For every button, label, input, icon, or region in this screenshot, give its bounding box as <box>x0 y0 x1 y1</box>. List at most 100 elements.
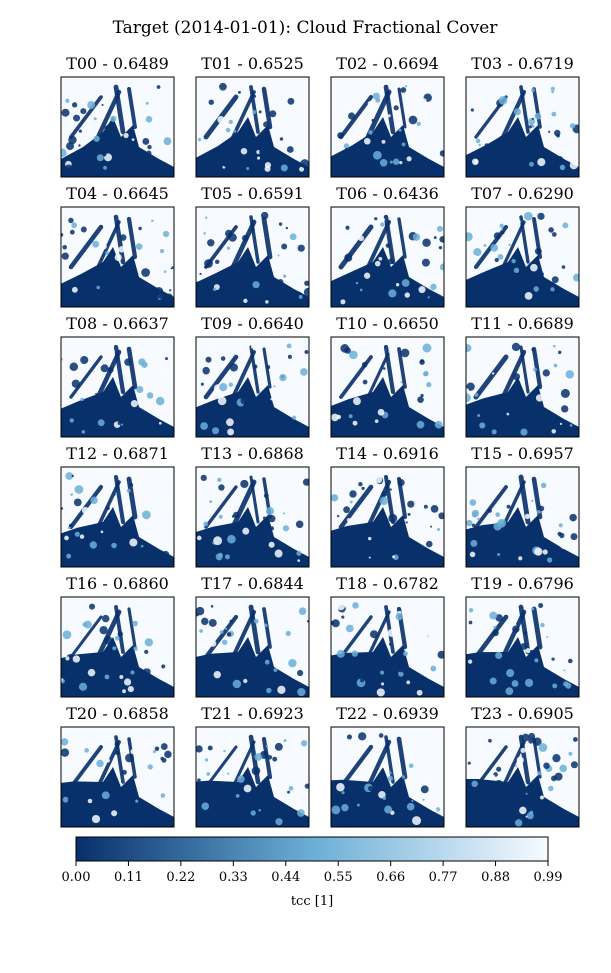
cloud-field <box>331 337 444 437</box>
cloud-field <box>466 207 579 307</box>
panel-frame <box>330 76 445 178</box>
colorbar-label: tcc [1] <box>291 894 333 909</box>
panel-frame <box>465 336 580 438</box>
panel-title: T09 - 0.6640 <box>201 314 304 333</box>
colorbar-gradient <box>75 836 549 862</box>
panel-title: T13 - 0.6868 <box>201 444 304 463</box>
panel-title: T12 - 0.6871 <box>66 444 169 463</box>
colorbar-tick-label: 0.44 <box>271 870 300 885</box>
colorbar-tick-label: 0.11 <box>114 870 143 885</box>
cloud-field <box>466 467 579 567</box>
cloud-field <box>331 207 444 307</box>
panel: T20 - 0.6858 <box>60 704 175 828</box>
panel-frame <box>465 466 580 568</box>
panel-frame <box>330 596 445 698</box>
cloud-field <box>466 597 579 697</box>
colorbar-tick-label: 0.00 <box>62 870 91 885</box>
panel: T21 - 0.6923 <box>195 704 310 828</box>
colorbar-ticks: 0.00 0.11 0.22 0.33 0.44 0.55 0.66 0.77 0.88 0.99 <box>62 861 563 885</box>
panel-frame <box>330 206 445 308</box>
panel-frame <box>195 596 310 698</box>
panel-frame <box>330 336 445 438</box>
panel-title: T16 - 0.6860 <box>66 574 169 593</box>
colorbar-tick-label: 0.88 <box>481 870 510 885</box>
panel: T18 - 0.6782 <box>330 574 445 698</box>
panel: T17 - 0.6844 <box>195 574 310 698</box>
panel-title: T08 - 0.6637 <box>66 314 169 333</box>
panel: T12 - 0.6871 <box>60 444 175 568</box>
panel: T00 - 0.6489 <box>60 54 175 178</box>
clear-sky-region <box>196 637 309 697</box>
panel-title: T01 - 0.6525 <box>201 54 304 73</box>
panel-title: T20 - 0.6858 <box>66 704 169 723</box>
panel-frame <box>465 206 580 308</box>
cloud-field <box>196 467 309 567</box>
cloud-field <box>466 337 579 437</box>
panel-frame <box>330 466 445 568</box>
panel: T22 - 0.6939 <box>330 704 445 828</box>
panel-frame <box>195 336 310 438</box>
panel: T15 - 0.6957 <box>465 444 580 568</box>
panel-frame <box>60 466 175 568</box>
panel-frame <box>195 726 310 828</box>
panel-title: T05 - 0.6591 <box>201 184 304 203</box>
clear-sky-region <box>61 247 174 307</box>
clear-sky-region <box>61 767 174 827</box>
clear-sky-region <box>196 767 309 827</box>
panel: T03 - 0.6719 <box>465 54 580 178</box>
clear-sky-region <box>61 637 174 697</box>
panel-frame <box>465 726 580 828</box>
cloud-field <box>61 727 174 827</box>
panel: T10 - 0.6650 <box>330 314 445 438</box>
clear-sky-region <box>466 767 579 827</box>
clear-sky-region <box>466 117 579 177</box>
colorbar-tick-label: 0.33 <box>219 870 248 885</box>
cloud-field <box>331 597 444 697</box>
panel: T07 - 0.6290 <box>465 184 580 308</box>
panel-frame <box>60 596 175 698</box>
colorbar-tick-label: 0.66 <box>376 870 405 885</box>
cloud-field <box>196 77 309 177</box>
panel-title: T11 - 0.6689 <box>471 314 574 333</box>
colorbar-tick-label: 0.99 <box>534 870 563 885</box>
panel: T14 - 0.6916 <box>330 444 445 568</box>
panel-title: T21 - 0.6923 <box>201 704 304 723</box>
panel-frame <box>195 206 310 308</box>
panel: T19 - 0.6796 <box>465 574 580 698</box>
cloud-field <box>61 467 174 567</box>
clear-sky-region <box>466 507 579 567</box>
clear-sky-region <box>61 507 174 567</box>
panel-frame <box>465 76 580 178</box>
panel-frame <box>60 206 175 308</box>
panel-title: T02 - 0.6694 <box>336 54 439 73</box>
clear-sky-region <box>61 377 174 437</box>
clear-sky-region <box>331 117 444 177</box>
cloud-field <box>61 337 174 437</box>
clear-sky-region <box>61 117 174 177</box>
clear-sky-region <box>331 767 444 827</box>
panel-frame <box>465 596 580 698</box>
panel: T09 - 0.6640 <box>195 314 310 438</box>
panel-title: T18 - 0.6782 <box>336 574 439 593</box>
cloud-field <box>61 597 174 697</box>
panel-frame <box>195 466 310 568</box>
panel-frame <box>195 76 310 178</box>
panel-title: T14 - 0.6916 <box>336 444 439 463</box>
panel-title: T17 - 0.6844 <box>201 574 304 593</box>
cloud-field <box>196 727 309 827</box>
panel-frame <box>330 726 445 828</box>
clear-sky-region <box>196 377 309 437</box>
clear-sky-region <box>331 507 444 567</box>
cloud-field <box>61 77 174 177</box>
panel-title: T15 - 0.6957 <box>471 444 574 463</box>
panel: T04 - 0.6645 <box>60 184 175 308</box>
panel: T16 - 0.6860 <box>60 574 175 698</box>
panel-frame <box>60 76 175 178</box>
cloud-field <box>466 727 579 827</box>
cloud-field <box>466 77 579 177</box>
colorbar: 0.00 0.11 0.22 0.33 0.44 0.55 0.66 0.77 0.88 0.99… <box>62 836 563 909</box>
panel-title: T22 - 0.6939 <box>336 704 439 723</box>
colorbar-tick-label: 0.55 <box>324 870 353 885</box>
cloud-field <box>196 337 309 437</box>
